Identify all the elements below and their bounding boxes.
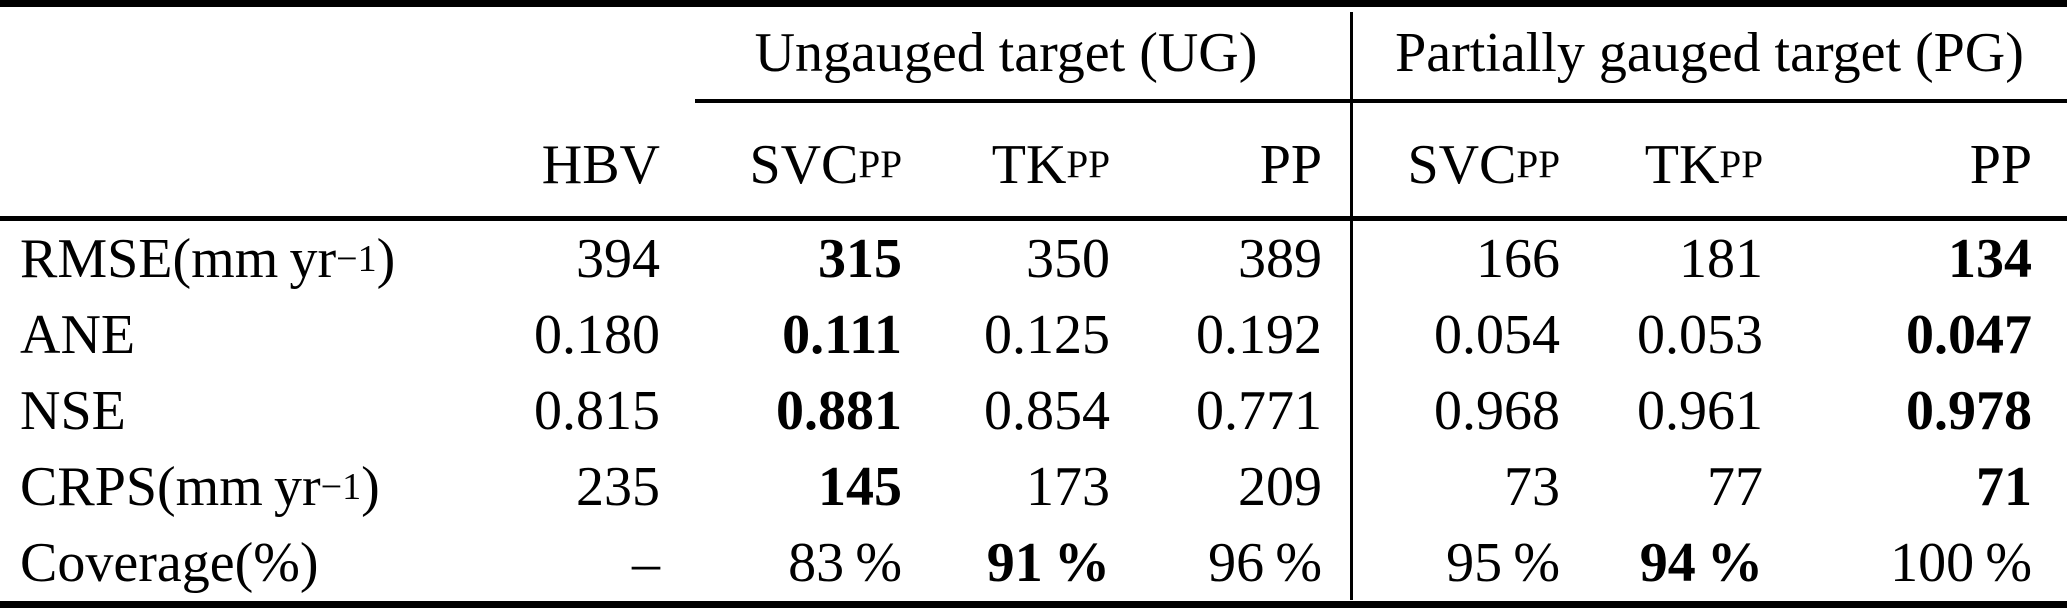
value-cell: 71: [1976, 456, 2032, 518]
group-header-ungauged: Ungauged target (UG): [754, 22, 1258, 84]
value-cell: 0.053: [1637, 304, 1763, 366]
value-cell: 389: [1238, 228, 1322, 290]
value-cell: –: [632, 532, 660, 594]
model-name: SVC: [1407, 133, 1517, 196]
column-header-ug-tkpp: TK PP: [991, 133, 1110, 196]
metric-name: RMSE: [20, 228, 173, 290]
header-body-rule: [0, 216, 2067, 221]
value-cell: 0.961: [1637, 380, 1763, 442]
value-cell: 209: [1238, 456, 1322, 518]
value-cell: 0.180: [534, 304, 660, 366]
model-name: PP: [1969, 133, 2032, 196]
value-cell: 145: [818, 456, 902, 518]
metric-label-nse: NSE: [0, 373, 500, 449]
value-cell: 394: [576, 228, 660, 290]
value-cell: 0.125: [984, 304, 1110, 366]
metric-label-coverage: Coverage (%): [0, 525, 500, 601]
value-cell: 315: [818, 228, 902, 290]
group-divider-line: [1350, 12, 1353, 600]
metric-name: NSE: [20, 380, 126, 442]
column-header-hbv: HBV: [500, 103, 660, 216]
model-name: PP: [1259, 133, 1322, 196]
value-cell: 0.771: [1196, 380, 1322, 442]
group-header-partially-gauged: Partially gauged target (PG): [1395, 22, 2024, 84]
model-name: TK: [1644, 133, 1720, 196]
value-cell: 0.978: [1906, 380, 2032, 442]
value-cell: 0.854: [984, 380, 1110, 442]
corner-spacer: [0, 103, 500, 216]
column-header-pg-pp: PP: [1763, 103, 2067, 216]
model-name: TK: [991, 133, 1067, 196]
bottom-rule: [0, 601, 2067, 608]
top-rule: [0, 0, 2067, 7]
value-cell: 0.054: [1434, 304, 1560, 366]
metric-unit-close: ): [376, 228, 396, 290]
value-cell: 181: [1679, 228, 1763, 290]
value-cell: 235: [576, 456, 660, 518]
metric-label-crps: CRPS (mm yr −1): [20, 456, 380, 518]
value-cell: 0.111: [782, 304, 902, 366]
metric-name: CRPS: [20, 456, 157, 518]
value-cell: 91 %: [986, 532, 1110, 594]
value-cell: 100 %: [1890, 532, 2032, 594]
value-cell: 77: [1707, 456, 1763, 518]
value-cell: 0.192: [1196, 304, 1322, 366]
column-header-ug-pp: PP: [1110, 103, 1352, 216]
metric-unit: (mm yr: [172, 228, 337, 290]
metric-name: ANE: [20, 304, 136, 366]
value-cell: 96 %: [1208, 532, 1322, 594]
column-header-pg-tkpp: TK PP: [1644, 133, 1763, 196]
group-header-underline: [695, 99, 2067, 103]
value-cell: 73: [1504, 456, 1560, 518]
value-cell: 0.815: [534, 380, 660, 442]
metric-label-rmse: RMSE (mm yr −1): [20, 228, 396, 290]
value-cell: 94 %: [1639, 532, 1763, 594]
value-cell: 350: [1026, 228, 1110, 290]
metric-unit: (%): [234, 532, 319, 594]
value-cell: 173: [1026, 456, 1110, 518]
value-cell: 134: [1948, 228, 2032, 290]
value-cell: 83 %: [788, 532, 902, 594]
metric-unit: (mm yr: [157, 456, 321, 518]
value-cell: 0.047: [1906, 304, 2032, 366]
metric-unit-close: ): [361, 456, 380, 518]
column-header-ug-svcpp: SVC PP: [749, 133, 902, 196]
model-name: SVC: [749, 133, 859, 196]
metric-name: Coverage: [20, 532, 235, 594]
group-header-spacer: [0, 7, 660, 99]
model-name: HBV: [541, 133, 660, 196]
metric-label-ane: ANE: [0, 297, 500, 373]
value-cell: 166: [1476, 228, 1560, 290]
value-cell: 0.968: [1434, 380, 1560, 442]
value-cell: 95 %: [1446, 532, 1560, 594]
column-header-pg-svcpp: SVC PP: [1407, 133, 1560, 196]
value-cell: 0.881: [776, 380, 902, 442]
